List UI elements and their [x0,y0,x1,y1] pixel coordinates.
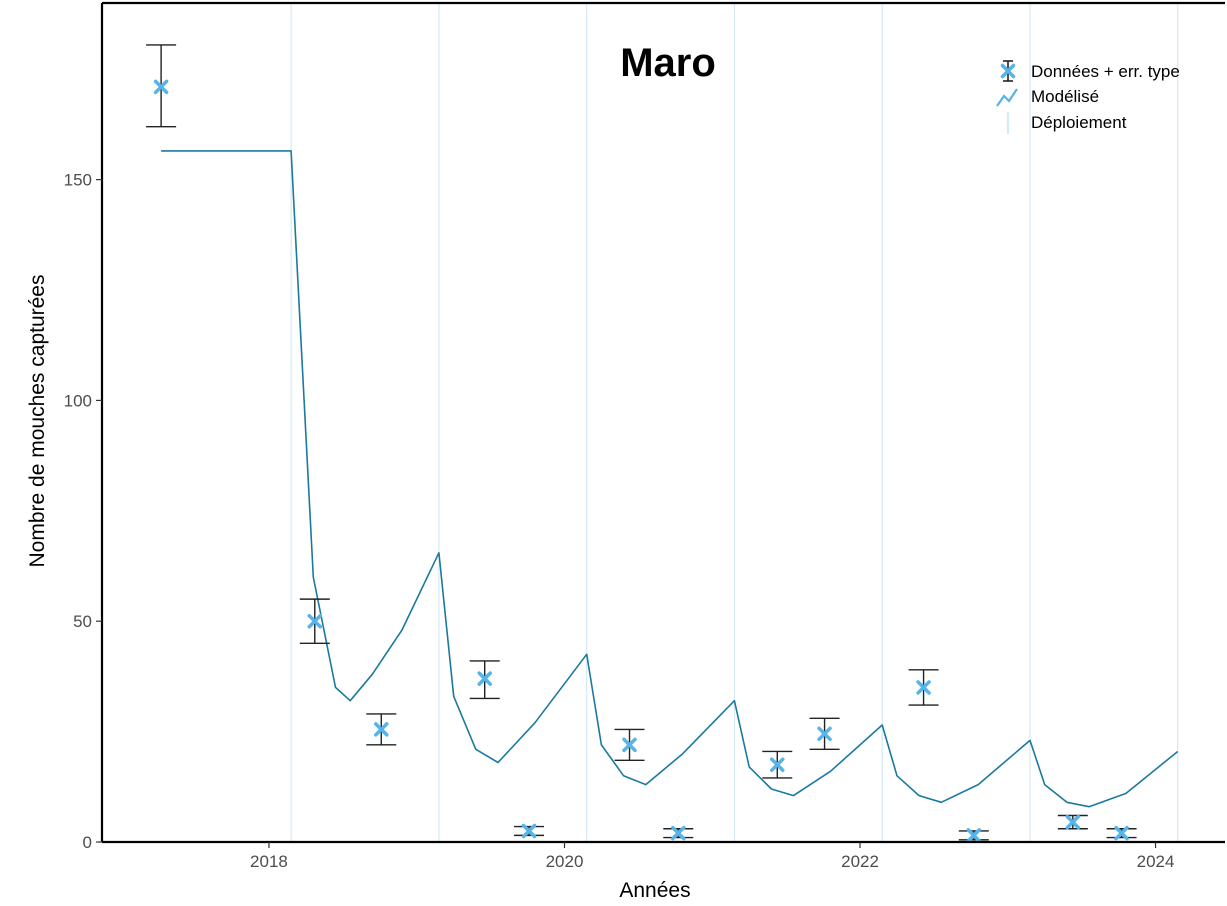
data-point [366,713,397,746]
legend-label-data: Données + err. type [1031,62,1180,81]
data-point [958,828,989,843]
data-point [514,823,545,839]
data-points-layer [146,44,1137,843]
model-line [161,150,1179,808]
data-marker [622,737,637,753]
data-point [908,669,939,706]
x-tick-label: 2024 [1137,852,1175,871]
deployment-lines [290,3,1179,842]
x-tick-label: 2018 [250,852,288,871]
chart-title: Maro [620,41,716,85]
data-point [762,750,793,779]
data-point [299,598,330,644]
legend-label-model: Modélisé [1031,87,1099,106]
data-marker [817,726,832,742]
data-marker [477,671,492,686]
x-axis-title: Années [619,879,690,902]
legend-label-deployment: Déploiement [1031,113,1127,132]
data-marker [966,828,982,843]
data-point [809,717,840,750]
data-marker [1114,825,1129,841]
data-point [469,660,500,700]
axes: 2018 2020 2022 2024 0 50 100 150 [64,1,1225,871]
data-marker [770,757,785,772]
x-tick-label: 2022 [841,852,879,871]
y-tick-label: 150 [64,171,92,190]
data-marker [307,613,323,629]
data-marker [521,823,537,839]
legend-model-icon [996,88,1018,107]
data-marker [916,680,931,695]
data-marker [374,722,389,737]
y-tick-label: 0 [83,833,92,852]
model-line-layer [161,150,1179,808]
data-point [1106,825,1137,841]
y-tick-label: 100 [64,391,92,410]
data-point [146,44,177,128]
data-marker [671,825,686,841]
x-tick-label: 2020 [546,852,584,871]
y-axis-title: Nombre de mouches capturées [26,275,49,568]
legend-data-icon [1000,60,1016,82]
data-point [1057,814,1088,830]
y-tick-label: 50 [73,612,92,631]
data-marker [153,79,169,95]
data-point [663,825,694,841]
legend: Données + err. type Modélisé Déploiement [996,60,1180,134]
data-marker [1065,814,1081,830]
data-point [614,728,645,762]
